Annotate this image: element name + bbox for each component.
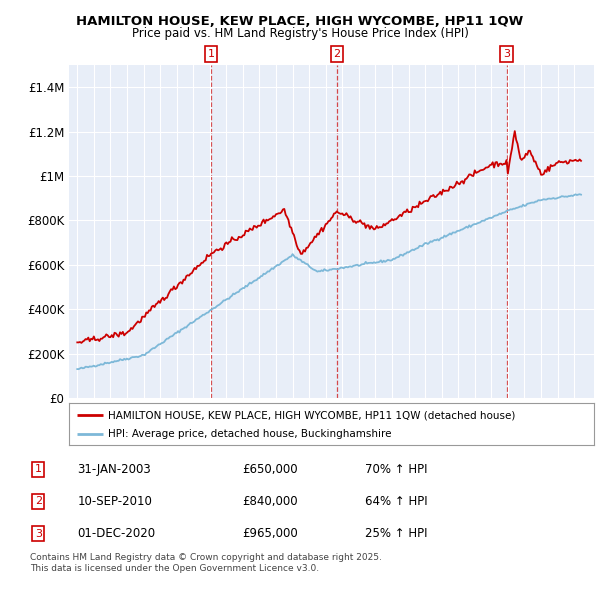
Text: 31-JAN-2003: 31-JAN-2003 (77, 463, 151, 476)
Text: 2: 2 (334, 49, 341, 59)
Text: Contains HM Land Registry data © Crown copyright and database right 2025.
This d: Contains HM Land Registry data © Crown c… (30, 553, 382, 573)
Text: 10-SEP-2010: 10-SEP-2010 (77, 495, 152, 508)
Text: 70% ↑ HPI: 70% ↑ HPI (365, 463, 427, 476)
Text: HAMILTON HOUSE, KEW PLACE, HIGH WYCOMBE, HP11 1QW: HAMILTON HOUSE, KEW PLACE, HIGH WYCOMBE,… (76, 15, 524, 28)
Text: 1: 1 (208, 49, 215, 59)
Text: £840,000: £840,000 (242, 495, 298, 508)
Text: Price paid vs. HM Land Registry's House Price Index (HPI): Price paid vs. HM Land Registry's House … (131, 27, 469, 40)
Text: £965,000: £965,000 (242, 527, 298, 540)
Text: 25% ↑ HPI: 25% ↑ HPI (365, 527, 427, 540)
Text: 3: 3 (503, 49, 510, 59)
Text: HAMILTON HOUSE, KEW PLACE, HIGH WYCOMBE, HP11 1QW (detached house): HAMILTON HOUSE, KEW PLACE, HIGH WYCOMBE,… (109, 411, 516, 421)
Text: 2: 2 (35, 497, 42, 506)
Text: HPI: Average price, detached house, Buckinghamshire: HPI: Average price, detached house, Buck… (109, 430, 392, 440)
Text: £650,000: £650,000 (242, 463, 298, 476)
Text: 3: 3 (35, 529, 42, 539)
Text: 1: 1 (35, 464, 42, 474)
Text: 64% ↑ HPI: 64% ↑ HPI (365, 495, 427, 508)
Text: 01-DEC-2020: 01-DEC-2020 (77, 527, 155, 540)
